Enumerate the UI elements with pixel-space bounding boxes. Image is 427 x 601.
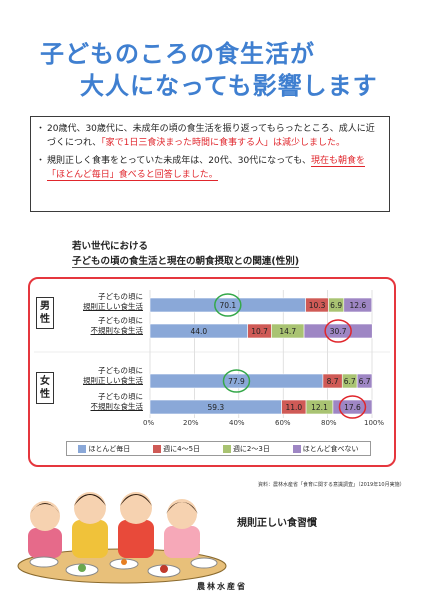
- legend-label-4-5: 週に4～5日: [163, 444, 201, 453]
- bullet-1: 20歳代、30歳代に、未成年の頃の食生活を振り返ってもらったところ、成人に近づく…: [36, 122, 381, 150]
- legend-item-daily: ほとんど毎日: [78, 444, 130, 454]
- row-label-female-irregular-l1: 子どもの頃に: [98, 392, 143, 401]
- ministry-label: 農林水産省: [197, 582, 247, 591]
- bullet-2-text: 規則正しく食事をとっていた未成年は、20代、30代になっても、: [47, 156, 312, 166]
- chart-legend: ほとんど毎日 週に4～5日 週に2～3日 ほとんど食べない: [66, 441, 371, 456]
- source-note: 資料：農林水産省「食育に関する意識調査」（2019年10月実施）: [258, 482, 405, 488]
- legend-label-daily: ほとんど毎日: [88, 444, 131, 453]
- summary-box: 20歳代、30歳代に、未成年の頃の食生活を振り返ってもらったところ、成人に近づく…: [30, 116, 390, 212]
- legend-label-rarely: ほとんど食べない: [302, 444, 359, 453]
- habit-label: 規則正しい食習慣: [237, 518, 317, 529]
- row-label-male-regular-l1: 子どもの頃に: [98, 292, 143, 301]
- row-label-male-irregular-l1: 子どもの頃に: [98, 316, 143, 325]
- row-label-female-regular-l2: 規則正しい食生活: [83, 376, 143, 385]
- dish-5: [190, 557, 218, 569]
- chart-title-line1: 若い世代における: [72, 241, 149, 252]
- x-tick-40: 40%: [229, 419, 245, 427]
- legend-item-2-3: 週に2～3日: [222, 444, 270, 454]
- legend-item-rarely: ほとんど食べない: [292, 444, 359, 454]
- row-label-female-irregular-l2: 不規則な食生活: [90, 402, 144, 411]
- legend-swatch-rarely: [292, 444, 301, 453]
- family-meal-illustration: [17, 492, 227, 584]
- page-title-line2: 大人になっても影響します: [80, 72, 378, 100]
- x-tick-60: 60%: [275, 419, 291, 427]
- row-label-female-regular: 子どもの頃に 規則正しい食生活: [45, 366, 143, 386]
- dish-1: [29, 556, 59, 568]
- group-label-female: 女性: [36, 372, 54, 404]
- food-3: [121, 559, 127, 565]
- child-1: [28, 501, 62, 558]
- x-tick-80: 80%: [321, 419, 337, 427]
- chart-title-line2: 子どもの頃の食生活と現在の朝食摂取との関連(性別): [72, 253, 300, 268]
- legend-swatch-4-5: [153, 444, 162, 453]
- bullet-2-highlight: 現在も朝食を「ほとんど毎日」食べると回答しました。: [47, 156, 366, 181]
- row-label-female-irregular: 子どもの頃に 不規則な食生活: [45, 392, 144, 412]
- row-label-male-irregular: 子どもの頃に 不規則な食生活: [45, 316, 144, 336]
- legend-label-2-3: 週に2～3日: [232, 444, 270, 453]
- child-3: [118, 492, 154, 558]
- legend-swatch-2-3: [222, 444, 231, 453]
- page-title-line1: 子どものころの食生活が: [40, 40, 315, 68]
- food-1: [78, 564, 86, 572]
- x-tick-0: 0%: [143, 419, 155, 427]
- x-tick-20: 20%: [183, 419, 199, 427]
- bullet-1-highlight: 「家で1日三食決まった時間に食事する人」は減少しました。: [101, 138, 345, 148]
- row-label-male-regular-l2: 規則正しい食生活: [83, 302, 143, 311]
- bullet-1-text: 20歳代、30歳代に、未成年の頃の食生活を振り返ってもらったところ、成人に近づく…: [47, 124, 375, 148]
- child-4: [164, 499, 200, 558]
- row-label-female-regular-l1: 子どもの頃に: [98, 366, 143, 375]
- row-label-male-irregular-l2: 不規則な食生活: [90, 326, 144, 335]
- legend-swatch-daily: [78, 444, 87, 453]
- group-label-male: 男性: [36, 297, 54, 329]
- row-label-male-regular: 子どもの頃に 規則正しい食生活: [45, 292, 143, 312]
- x-tick-100: 100%: [364, 419, 385, 427]
- food-2: [160, 565, 168, 573]
- chart-frame: [28, 277, 396, 467]
- bullet-2: 規則正しく食事をとっていた未成年は、20代、30代になっても、現在も朝食を「ほと…: [36, 154, 381, 182]
- legend-item-4-5: 週に4～5日: [153, 444, 200, 454]
- child-2: [72, 492, 108, 558]
